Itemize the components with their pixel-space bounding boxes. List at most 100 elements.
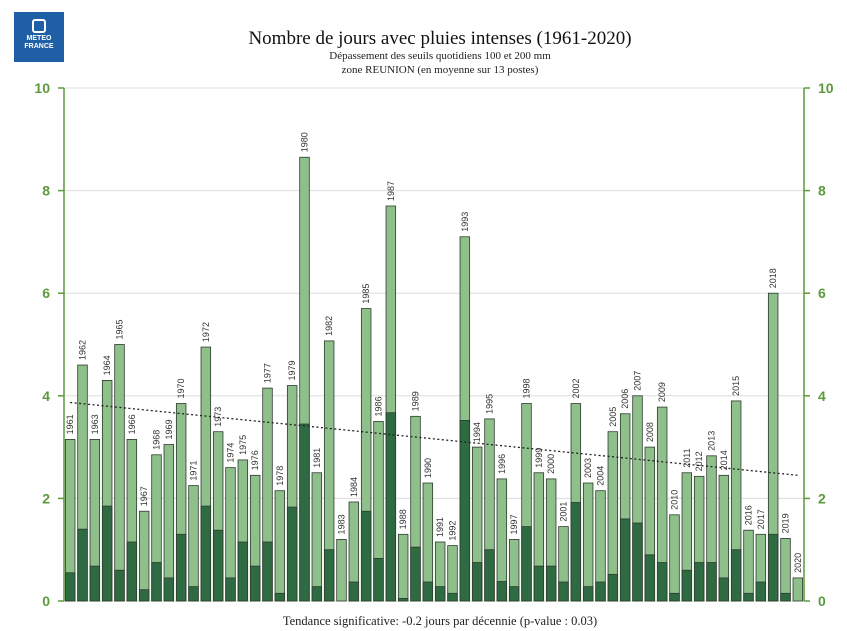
bar-heavy-2003 <box>582 586 594 602</box>
bar-heavy-1981 <box>311 586 323 602</box>
bar-heavy-1977 <box>262 541 273 602</box>
bar-heavy-2008 <box>644 554 656 602</box>
bar-heavy-1973 <box>212 529 224 602</box>
bar-heavy-1966 <box>126 541 138 602</box>
bar-heavy-1961 <box>64 572 76 602</box>
year-label-2007: 2007 <box>633 371 643 391</box>
trend-line <box>70 401 798 476</box>
bar-heavy-2016 <box>743 592 754 602</box>
bar-heavy-1975 <box>237 541 249 602</box>
year-label-1975: 1975 <box>238 435 248 455</box>
bar-heavy-1984 <box>348 581 360 602</box>
bar-heavy-1963 <box>89 565 101 602</box>
year-label-2002: 2002 <box>571 378 581 398</box>
axes: 0 0 2 2 4 4 6 6 8 8 10 10 <box>34 80 833 609</box>
year-label-1961: 1961 <box>65 414 75 434</box>
year-label-1964: 1964 <box>102 355 112 375</box>
y-tick-label-left: 8 <box>42 183 50 199</box>
logo-text-line2: FRANCE <box>24 43 54 50</box>
bar-total-2020 <box>792 577 804 602</box>
bar-heavy-1993 <box>459 420 471 602</box>
bar-heavy-1980 <box>299 423 310 602</box>
bar-heavy-1992 <box>447 592 458 602</box>
year-label-2012: 2012 <box>694 451 704 471</box>
year-label-2008: 2008 <box>645 422 655 442</box>
year-label-1996: 1996 <box>497 454 507 474</box>
year-label-2000: 2000 <box>546 454 556 474</box>
bar-heavy-1968 <box>151 562 162 602</box>
bar-heavy-1987 <box>385 412 397 602</box>
bar-total-2010 <box>669 514 680 602</box>
year-label-1970: 1970 <box>176 378 186 398</box>
year-label-1990: 1990 <box>423 458 433 478</box>
year-label-1989: 1989 <box>411 391 421 411</box>
bar-total-1992 <box>447 545 458 602</box>
y-tick-label-right: 6 <box>818 285 826 301</box>
bar-heavy-2006 <box>619 518 631 602</box>
year-label-2015: 2015 <box>731 376 741 396</box>
year-label-1985: 1985 <box>361 284 371 304</box>
y-tick-label-left: 0 <box>42 593 50 609</box>
bar-heavy-1970 <box>175 533 187 602</box>
bar-total-1983 <box>336 539 347 602</box>
year-label-2019: 2019 <box>781 513 791 533</box>
bar-heavy-1999 <box>533 565 545 602</box>
bar-heavy-1979 <box>286 506 298 602</box>
year-label-1997: 1997 <box>509 514 519 534</box>
year-label-2005: 2005 <box>608 407 618 427</box>
bar-heavy-1964 <box>101 505 113 602</box>
bar-heavy-1988 <box>397 598 409 602</box>
bar-heavy-1971 <box>188 586 199 602</box>
bar-heavy-2012 <box>693 562 705 602</box>
year-label-1992: 1992 <box>448 521 458 541</box>
year-label-1994: 1994 <box>472 422 482 442</box>
year-label-1967: 1967 <box>139 486 149 506</box>
year-label-2009: 2009 <box>657 382 667 402</box>
year-label-1993: 1993 <box>460 212 470 232</box>
year-label-2017: 2017 <box>756 509 766 529</box>
year-label-2018: 2018 <box>768 268 778 288</box>
bar-total-1978 <box>274 490 286 602</box>
y-tick-label-right: 2 <box>818 490 826 506</box>
bar-heavy-2005 <box>607 573 619 602</box>
bar-total-1971 <box>188 485 199 602</box>
year-label-2011: 2011 <box>682 448 692 467</box>
year-label-1983: 1983 <box>337 514 347 534</box>
year-label-2004: 2004 <box>596 466 606 486</box>
bar-heavy-2010 <box>669 592 680 602</box>
bar-heavy-1962 <box>77 528 88 602</box>
bar-heavy-2000 <box>545 565 557 602</box>
year-label-1982: 1982 <box>324 316 334 336</box>
y-tick-label-right: 10 <box>818 80 834 96</box>
bar-heavy-2001 <box>558 581 569 602</box>
year-label-1984: 1984 <box>349 477 359 497</box>
bar-heavy-1995 <box>484 549 495 602</box>
bar-heavy-1965 <box>114 569 125 602</box>
y-tick-label-right: 4 <box>818 388 826 404</box>
bars <box>64 156 804 602</box>
bar-total-2019 <box>780 538 791 602</box>
bar-heavy-1978 <box>274 592 286 602</box>
bar-total-1965 <box>114 344 125 602</box>
chart-subtitle-zone: zone REUNION (en moyenne sur 13 postes) <box>341 64 539 76</box>
bar-heavy-2013 <box>706 562 717 602</box>
year-label-1991: 1991 <box>435 517 445 537</box>
meteo-france-logo: METEO FRANCE <box>14 12 64 62</box>
bar-heavy-1986 <box>373 558 384 602</box>
year-label-1986: 1986 <box>374 396 384 416</box>
year-label-2014: 2014 <box>719 450 729 470</box>
year-label-1981: 1981 <box>312 448 322 468</box>
year-label-1974: 1974 <box>226 443 236 463</box>
bar-heavy-1969 <box>163 577 175 602</box>
year-label-1995: 1995 <box>485 394 495 414</box>
bar-heavy-1996 <box>496 581 508 602</box>
year-label-1963: 1963 <box>90 414 100 434</box>
year-label-1980: 1980 <box>300 132 310 152</box>
year-label-1987: 1987 <box>386 181 396 201</box>
y-tick-label-right: 8 <box>818 183 826 199</box>
bar-heavy-2014 <box>718 577 730 602</box>
bar-heavy-2009 <box>656 562 668 602</box>
year-label-1971: 1971 <box>189 461 199 481</box>
year-label-2010: 2010 <box>670 490 680 510</box>
